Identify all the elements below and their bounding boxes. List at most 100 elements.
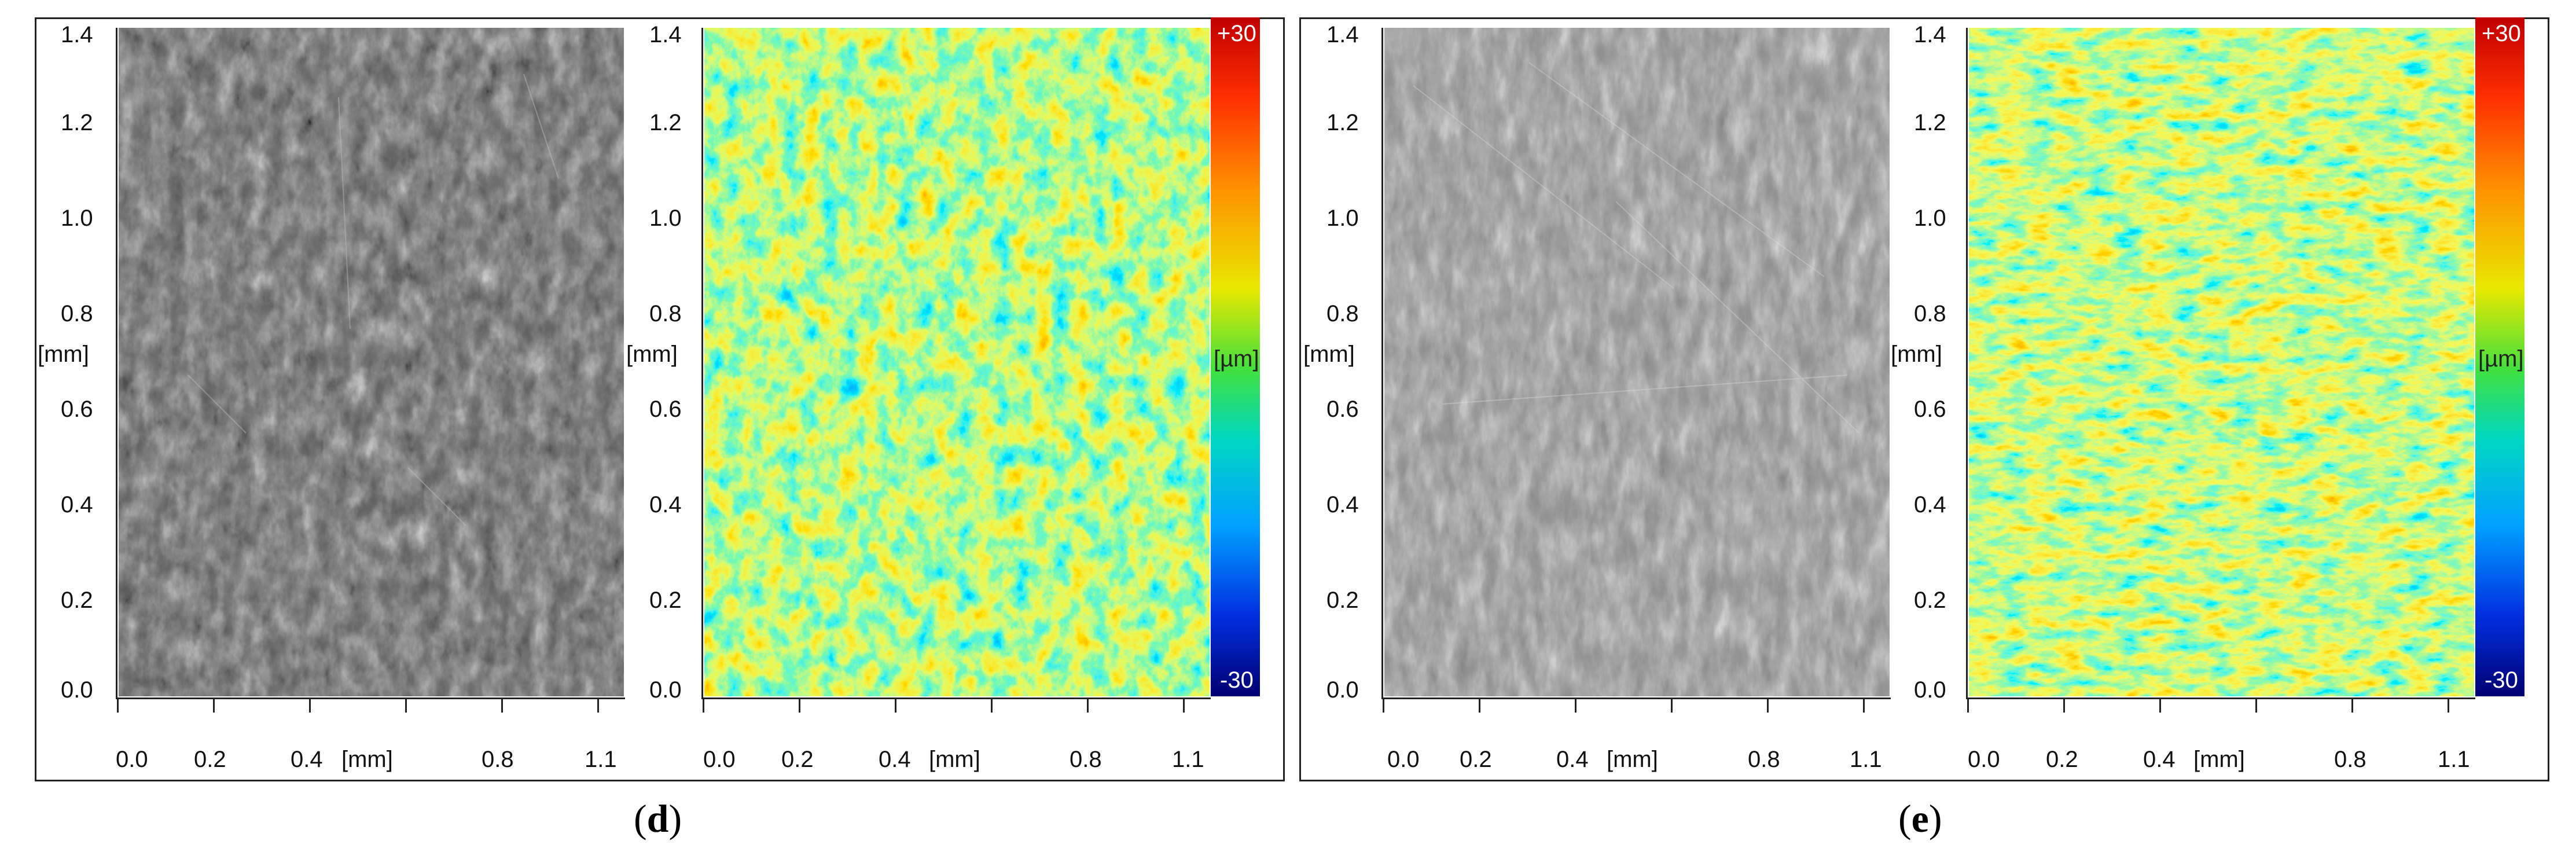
x-tickmark [703,698,704,713]
x-tick-d-right-1: 0.2 [781,747,814,772]
x-tickmark [1767,698,1769,713]
height-colormap-d [704,28,1210,696]
y-tick-d-left-7: 0.0 [61,677,93,703]
y-tick-e-right-7: 0.0 [1914,677,1946,703]
x-axis-line-d-right [701,698,1211,699]
y-tick-e-left-6: 0.2 [1326,588,1359,613]
y-tick-d-right-1: 1.2 [649,110,682,135]
x-tickmark [1967,698,1969,713]
y-tick-d-left-2: 1.0 [61,205,93,231]
panel-label-d: (d) [634,796,682,840]
x-tickmark [309,698,311,713]
x-unit-d-left: [mm] [341,747,393,772]
y-unit-d-left: [mm] [38,342,89,367]
y-unit-e-right: [mm] [1891,342,1942,367]
x-tickmark [501,698,503,713]
x-tickmark [991,698,993,713]
colorbar-unit-label-e: [µm] [2478,346,2524,372]
y-tick-d-right-7: 0.0 [649,677,682,703]
y-tick-e-left-1: 1.2 [1326,110,1359,135]
x-tick-d-left-0: 0.0 [116,747,148,772]
y-axis-line-e-right [1966,28,1968,698]
x-tickmark [2351,698,2353,713]
y-axis-line-d-right [701,28,703,698]
x-tick-e-right-3: 0.8 [2334,747,2366,772]
x-tickmark [1479,698,1480,713]
colorbar-unit-label-d: [µm] [1214,346,1259,372]
y-tick-d-left-0: 1.4 [61,22,93,47]
x-unit-e-right: [mm] [2193,747,2245,772]
height-colormap-e [1969,28,2474,696]
x-tick-d-right-2: 0.4 [879,747,911,772]
y-tick-d-right-6: 0.2 [649,588,682,613]
y-tick-e-left-2: 1.0 [1326,205,1359,231]
x-tickmark [1183,698,1185,713]
y-tick-e-right-5: 0.4 [1914,492,1946,517]
x-tickmark [2063,698,2065,713]
x-tickmark [117,698,119,713]
colorbar-max-label-e: +30 [2482,21,2521,46]
y-tick-d-right-5: 0.4 [649,492,682,517]
y-tick-d-left-5: 0.4 [61,492,93,517]
colorbar-min-label-d: -30 [1220,667,1254,693]
x-tick-e-right-4: 1.1 [2438,747,2470,772]
y-tick-d-right-3: 0.8 [649,301,682,326]
x-tickmark [2255,698,2257,713]
y-tick-d-right-2: 1.0 [649,205,682,231]
x-tick-e-right-1: 0.2 [2046,747,2078,772]
x-tick-d-right-4: 1.1 [1172,747,1204,772]
x-axis-line-d-left [116,698,625,699]
y-tick-d-left-3: 0.8 [61,301,93,326]
x-tick-d-right-3: 0.8 [1070,747,1102,772]
x-tick-e-left-1: 0.2 [1460,747,1492,772]
x-tickmark [1575,698,1577,713]
x-tick-d-left-3: 0.8 [482,747,514,772]
y-tick-e-right-3: 0.8 [1914,301,1946,326]
y-tick-e-right-0: 1.4 [1914,22,1946,47]
panel-label-e: (e) [1898,796,1942,840]
colorbar-max-label-d: +30 [1217,21,1256,46]
y-tick-e-right-1: 1.2 [1914,110,1946,135]
x-tickmark [1863,698,1865,713]
x-tickmark [213,698,215,713]
x-tick-d-right-0: 0.0 [703,747,736,772]
x-tick-e-right-0: 0.0 [1968,747,2000,772]
x-tick-d-left-2: 0.4 [291,747,323,772]
y-tick-e-left-5: 0.4 [1326,492,1359,517]
x-axis-line-e-left [1381,698,1891,699]
y-tick-e-left-7: 0.0 [1326,677,1359,703]
x-tickmark [1087,698,1089,713]
y-tick-e-right-4: 0.6 [1914,397,1946,422]
x-tickmark [2448,698,2449,713]
x-tick-e-left-0: 0.0 [1387,747,1420,772]
y-tick-e-left-3: 0.8 [1326,301,1359,326]
y-tick-e-left-4: 0.6 [1326,397,1359,422]
y-tick-d-left-1: 1.2 [61,110,93,135]
x-tickmark [405,698,407,713]
y-unit-e-left: [mm] [1303,342,1355,367]
x-tickmark [597,698,599,713]
x-tickmark [799,698,800,713]
y-axis-line-e-left [1381,28,1383,698]
x-axis-line-e-right [1966,698,2475,699]
colorbar-d [1211,17,1260,696]
x-tickmark [1383,698,1384,713]
x-tick-d-left-4: 1.1 [585,747,617,772]
y-tick-e-left-0: 1.4 [1326,22,1359,47]
y-tick-d-left-6: 0.2 [61,588,93,613]
x-tick-e-right-2: 0.4 [2143,747,2176,772]
y-tick-d-left-4: 0.6 [61,397,93,422]
x-tickmark [895,698,896,713]
y-tick-d-right-4: 0.6 [649,397,682,422]
y-tick-e-right-6: 0.2 [1914,588,1946,613]
colorbar-e [2475,17,2524,696]
x-tick-d-left-1: 0.2 [194,747,226,772]
x-tick-e-left-3: 0.8 [1748,747,1780,772]
x-tick-e-left-4: 1.1 [1850,747,1882,772]
x-unit-e-left: [mm] [1607,747,1658,772]
x-tickmark [2159,698,2161,713]
grayscale-micrograph-d [119,28,624,696]
colorbar-min-label-e: -30 [2485,667,2518,693]
y-axis-line-d-left [116,28,117,698]
y-tick-d-right-0: 1.4 [649,22,682,47]
